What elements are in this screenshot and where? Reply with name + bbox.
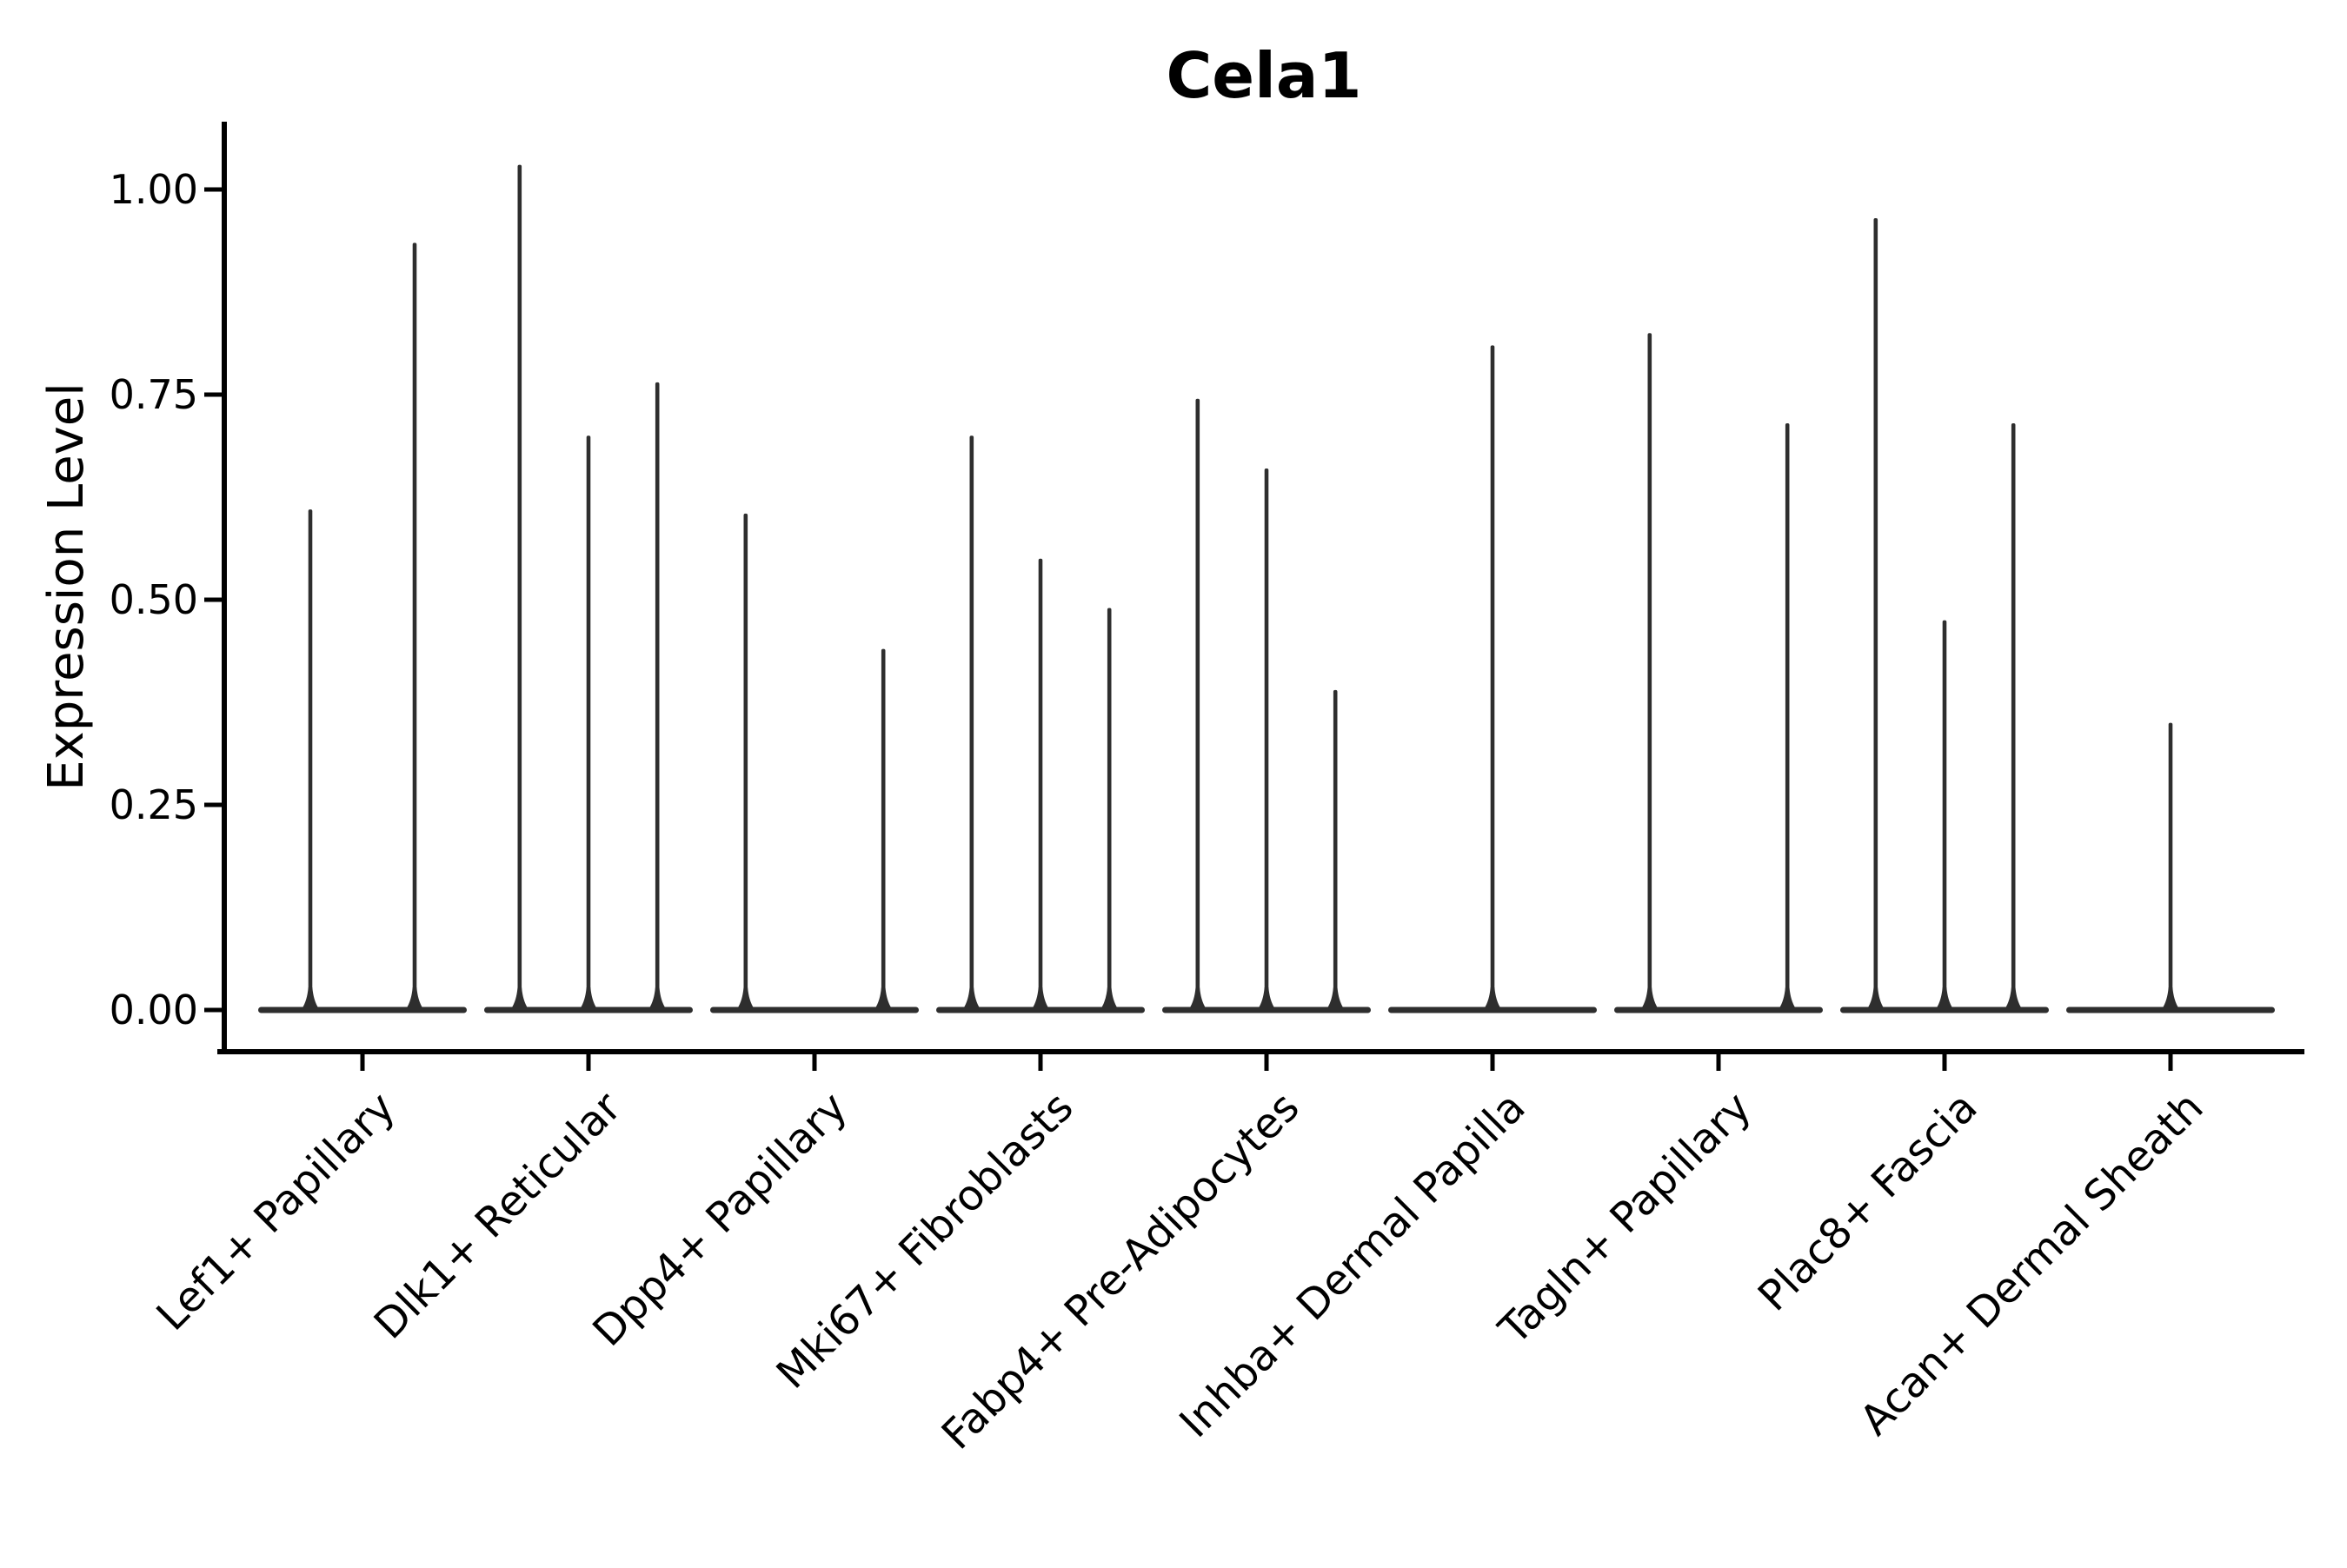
violin-spike-foot [1098, 987, 1121, 1013]
violin-spike-foot [1776, 987, 1799, 1013]
violin-spike [1195, 398, 1200, 1013]
violin-spike [1038, 558, 1043, 1013]
violin-spike-foot [2002, 987, 2025, 1013]
x-tick [1264, 1052, 1269, 1071]
x-tick-label: Lef1+ Papillary [148, 1083, 405, 1340]
x-tick-label: Dlk1+ Reticular [365, 1083, 631, 1349]
chart-title: Cela1 [1166, 39, 1361, 112]
violin-spike [517, 164, 522, 1013]
violin-spike-foot [1481, 987, 1504, 1013]
violin-spike-foot [577, 987, 600, 1013]
violin-spike [1873, 218, 1878, 1013]
x-tick-label: Tagln+ Papillary [1489, 1083, 1760, 1354]
violin-spike [743, 513, 748, 1013]
y-tick-label: 0.75 [110, 371, 198, 418]
y-axis-label: Expression Level [38, 382, 95, 791]
x-tick [1490, 1052, 1495, 1071]
violin-spike [1647, 333, 1652, 1013]
x-tick [586, 1052, 591, 1071]
violin-spike [881, 648, 886, 1013]
y-tick-label: 0.50 [110, 576, 198, 623]
violin-spike [412, 243, 417, 1013]
violin-spike [1333, 689, 1338, 1013]
violin-baseline [258, 1007, 467, 1013]
violin-spike-foot [1933, 987, 1956, 1013]
violin-spike [1490, 345, 1495, 1013]
y-tick [204, 392, 222, 397]
y-tick [204, 187, 222, 192]
violin-spike [1264, 468, 1269, 1013]
plot-layer: 1.00 0.75 0.50 0.25 0.00 Lef1+ PapillaryDlk1+… [110, 122, 2304, 1459]
y-tick [204, 802, 222, 807]
x-tick [1942, 1052, 1947, 1071]
y-axis-spine [222, 122, 227, 1054]
x-tick [1716, 1052, 1721, 1071]
y-tick-label: 0.00 [110, 987, 198, 1033]
violin-spike-foot [1864, 987, 1887, 1013]
violin-spike-foot [2159, 987, 2182, 1013]
violin-spike-foot [1186, 987, 1209, 1013]
violin-spike-foot [1029, 987, 1052, 1013]
x-axis-spine [217, 1049, 2304, 1054]
y-tick [204, 597, 222, 602]
violin-spike [308, 509, 313, 1013]
violin-spike-foot [872, 987, 895, 1013]
violin-spike-foot [1638, 987, 1661, 1013]
x-tick-label: Fabp4+ Pre-Adipocytes [933, 1083, 1309, 1459]
violin-spike [1942, 620, 1947, 1013]
violin-spike [1107, 608, 1112, 1013]
violin-spike-foot [734, 987, 757, 1013]
violin-spike-foot [646, 987, 669, 1013]
x-tick-label: Plac8+ Fascia [1749, 1083, 1987, 1321]
x-tick [812, 1052, 817, 1071]
violin-spike [2011, 423, 2016, 1013]
violin-spike-foot [299, 987, 322, 1013]
x-tick [1038, 1052, 1043, 1071]
violin-baseline [1614, 1007, 1823, 1013]
x-tick [360, 1052, 365, 1071]
y-tick-label: 1.00 [110, 166, 198, 213]
x-tick [2168, 1052, 2173, 1071]
violin-spike-foot [960, 987, 983, 1013]
violin-spike [655, 382, 660, 1013]
y-tick-label: 0.25 [110, 781, 198, 828]
violin-spike-foot [508, 987, 531, 1013]
violin-spike [969, 435, 974, 1013]
violin-spike [1785, 423, 1790, 1013]
violin-spike-foot [1324, 987, 1347, 1013]
violin-spike-foot [1255, 987, 1278, 1013]
violin-spike [2168, 722, 2173, 1013]
violin-baseline [710, 1007, 919, 1013]
violin-spike [586, 435, 591, 1013]
violin-spike-foot [403, 987, 426, 1013]
y-tick [204, 1007, 222, 1013]
